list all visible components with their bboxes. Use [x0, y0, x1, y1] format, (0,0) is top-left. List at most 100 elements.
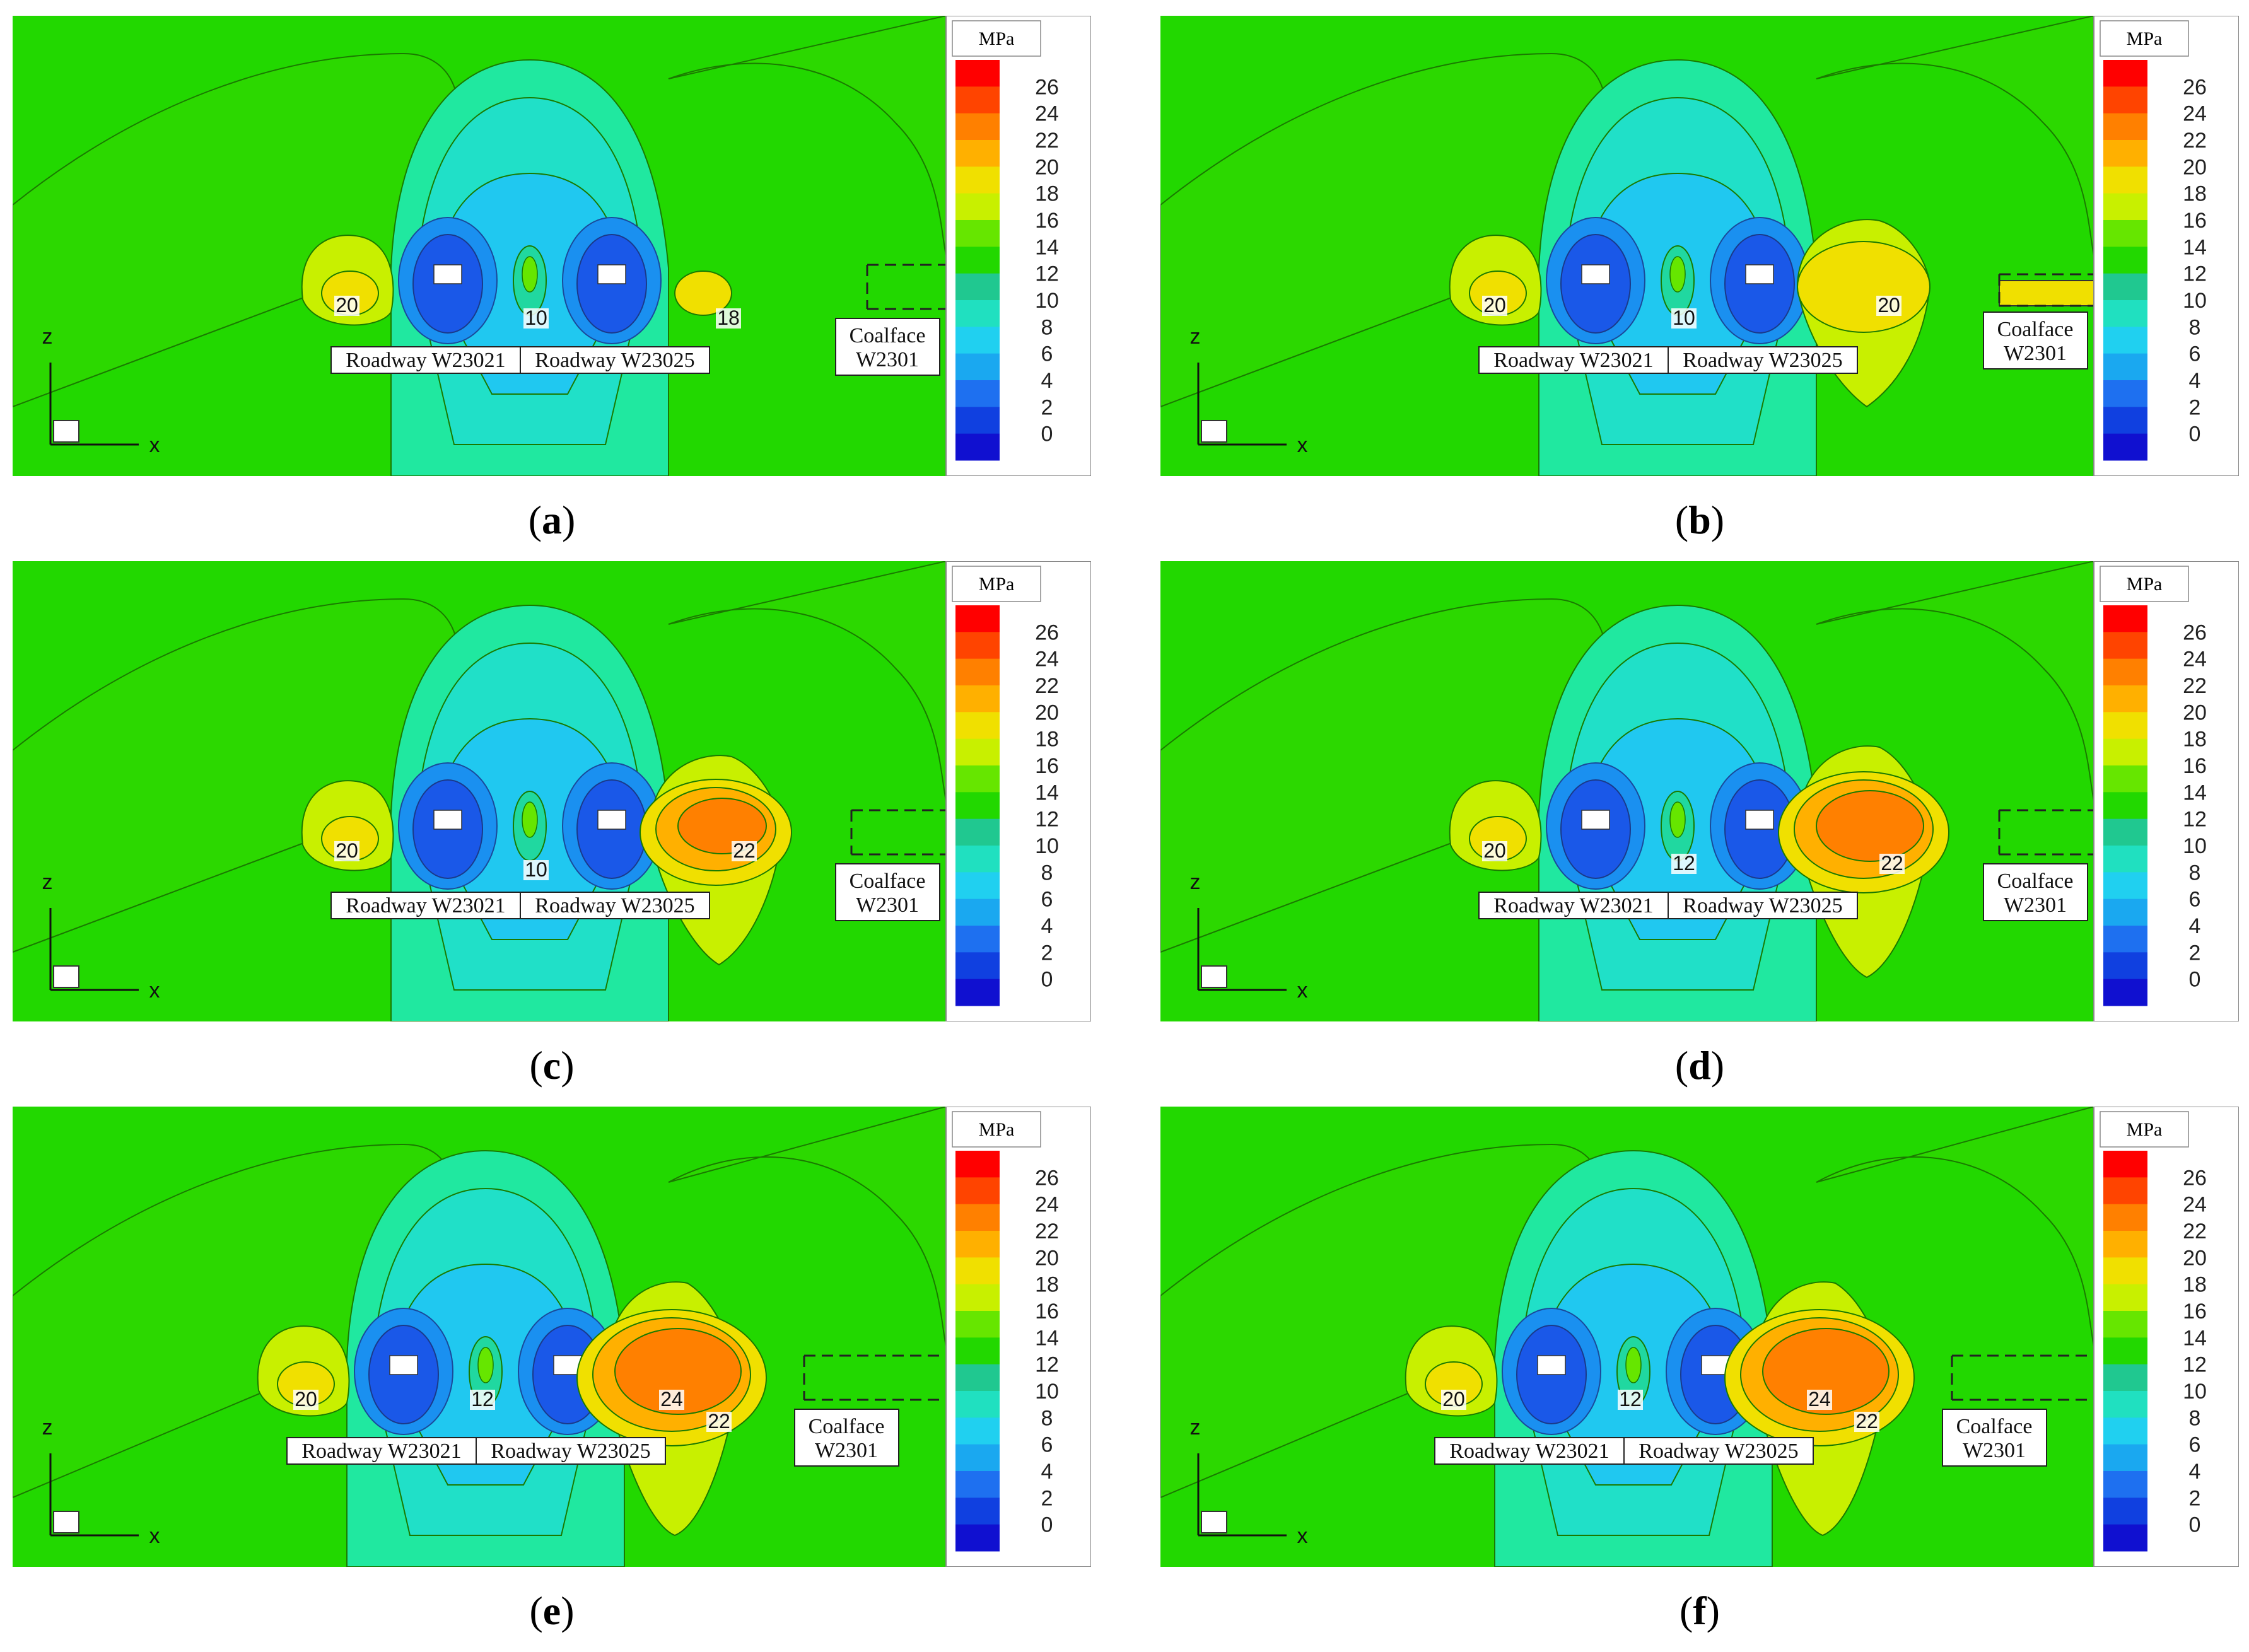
colorbar-swatch — [955, 979, 1000, 1006]
stress-contour-plot: Roadway W23021 Roadway W23025 CoalfaceW230… — [13, 1107, 1091, 1567]
contour-label-bg — [334, 841, 359, 861]
colorbar-tick-label: 6 — [1041, 1433, 1053, 1457]
roadway-label-w23025: Roadway W23025 — [491, 1440, 650, 1463]
colorbar-tick-label: 4 — [1041, 914, 1053, 938]
colorbar-swatch — [955, 685, 1000, 713]
contour-label-bg — [1671, 854, 1697, 874]
contour-label-bg — [1854, 1412, 1879, 1432]
colorbar-tick-label: 0 — [2189, 422, 2201, 446]
z-axis-label: z — [1190, 870, 1201, 894]
colorbar-tick-label: 12 — [1035, 808, 1059, 832]
contour-value-label: 12 — [471, 1388, 494, 1411]
panel-a: Roadway W23021 Roadway W23025 Coalface W230… — [13, 16, 1091, 476]
colorbar-tick-label: 16 — [2183, 754, 2207, 778]
contour-label-bg — [1618, 1390, 1643, 1410]
colorbar-swatch — [2103, 979, 2147, 1006]
roadway-label-w23021: Roadway W23021 — [1493, 894, 1653, 917]
colorbar-swatch — [2103, 658, 2147, 686]
contour-value-label: 20 — [1878, 294, 1900, 317]
colorbar-swatch — [2103, 1364, 2147, 1392]
z-axis-label: z — [42, 325, 53, 349]
colorbar-tick-label: 18 — [2183, 182, 2207, 206]
colorbar-swatch — [955, 380, 1000, 407]
contour-value-label: 24 — [1808, 1388, 1831, 1411]
roadway-label-box-b — [1623, 1437, 1814, 1465]
stress-contour-plot: Roadway W23021 Roadway W23025 CoalfaceW230… — [13, 16, 1091, 476]
colorbar-tick-label: 2 — [2189, 395, 2201, 419]
axis-origin-box — [53, 1511, 79, 1533]
roadway-label-w23025: Roadway W23025 — [1683, 349, 1842, 372]
right-stress-zone-24 — [614, 1328, 742, 1415]
colorbar-tick-label: 16 — [1035, 209, 1059, 233]
roadway-opening-right — [597, 810, 626, 830]
contour-value-label: 20 — [1483, 294, 1506, 317]
colorbar-tick-label: 16 — [1035, 1300, 1059, 1323]
roadway-label-box-b — [476, 1437, 666, 1465]
contour-value-label: 20 — [1442, 1388, 1465, 1411]
z-axis-label: z — [1190, 1416, 1201, 1440]
colorbar-tick-label: 6 — [1041, 342, 1053, 366]
roadway-label-w23021: Roadway W23021 — [346, 894, 505, 917]
colorbar-tick-label: 12 — [2183, 262, 2207, 286]
colorbar-tick-label: 24 — [1035, 102, 1059, 126]
coalface-label-line1: Coalface — [1997, 318, 2074, 341]
colorbar-tick-label: 6 — [2189, 342, 2201, 366]
colorbar-tick-label: 20 — [1035, 155, 1059, 179]
colorbar-swatch — [2103, 140, 2147, 167]
colorbar-title-box — [2100, 1111, 2189, 1148]
contour-label-bg — [1671, 308, 1697, 329]
contour-label-bg — [1876, 296, 1901, 316]
coalface-label-line2: W2301 — [815, 1439, 878, 1462]
colorbar-swatch — [955, 1524, 1000, 1552]
coalface-label-box — [835, 318, 940, 376]
colorbar-swatch — [2103, 605, 2147, 632]
colorbar-tick-label: 4 — [2189, 914, 2201, 938]
coalface-label-line1: Coalface — [1956, 1415, 2033, 1438]
colorbar-swatch — [2103, 86, 2147, 114]
z-axis-label: z — [42, 1416, 53, 1440]
roadway-opening-right — [1745, 264, 1774, 284]
colorbar-tick-label: 8 — [1041, 315, 1053, 339]
roadway-opening-left — [433, 810, 462, 830]
contour-value-label: 20 — [295, 1388, 317, 1411]
contour-label-bg — [1441, 1390, 1466, 1410]
roadway-opening-left — [433, 264, 462, 284]
colorbar-unit-label: MPa — [2127, 1119, 2163, 1140]
colorbar-swatch — [2103, 1337, 2147, 1365]
roadway-label-box-a — [330, 346, 521, 374]
colorbar-tick-label: 14 — [2183, 781, 2207, 805]
colorbar-swatch — [955, 605, 1000, 632]
roadway-opening-right — [597, 264, 626, 284]
colorbar-swatch — [2103, 220, 2147, 247]
colorbar-swatch — [2103, 300, 2147, 327]
colorbar-swatch — [955, 273, 1000, 301]
colorbar-tick-label: 14 — [2183, 1326, 2207, 1350]
colorbar-swatch — [955, 1204, 1000, 1231]
colorbar-swatch — [955, 1284, 1000, 1312]
colorbar-title-box — [952, 20, 1041, 57]
colorbar-tick-label: 0 — [2189, 968, 2201, 992]
colorbar-swatch — [2103, 1284, 2147, 1312]
roadway-label-box-b — [520, 346, 710, 374]
colorbar-tick-label: 22 — [2183, 129, 2207, 153]
colorbar-swatch — [955, 1498, 1000, 1525]
colorbar-swatch — [2103, 433, 2147, 461]
stress-contour-plot: Roadway W23021 Roadway W23025 CoalfaceW230… — [1160, 16, 2239, 476]
caption-a: (a) — [528, 497, 576, 542]
axis-origin-box — [53, 965, 79, 988]
contour-band-right — [1816, 1107, 2094, 1347]
pillar-core-inner — [522, 256, 538, 293]
colorbar-tick-label: 18 — [1035, 1273, 1059, 1297]
colorbar-swatch — [955, 140, 1000, 167]
colorbar-unit-label: MPa — [2127, 574, 2163, 595]
contour-label-bg — [1482, 841, 1507, 861]
contour-label-bg — [470, 1390, 495, 1410]
contour-label-bg — [1482, 296, 1507, 316]
panel-e: Roadway W23021 Roadway W23025 Coalface W230… — [13, 1107, 1091, 1567]
colorbar-tick-label: 24 — [1035, 648, 1059, 672]
coalface-label-line1: Coalface — [1997, 870, 2074, 893]
colorbar-swatch — [955, 952, 1000, 980]
contour-label-bg — [732, 841, 757, 861]
colorbar-tick-label: 4 — [2189, 1460, 2201, 1484]
